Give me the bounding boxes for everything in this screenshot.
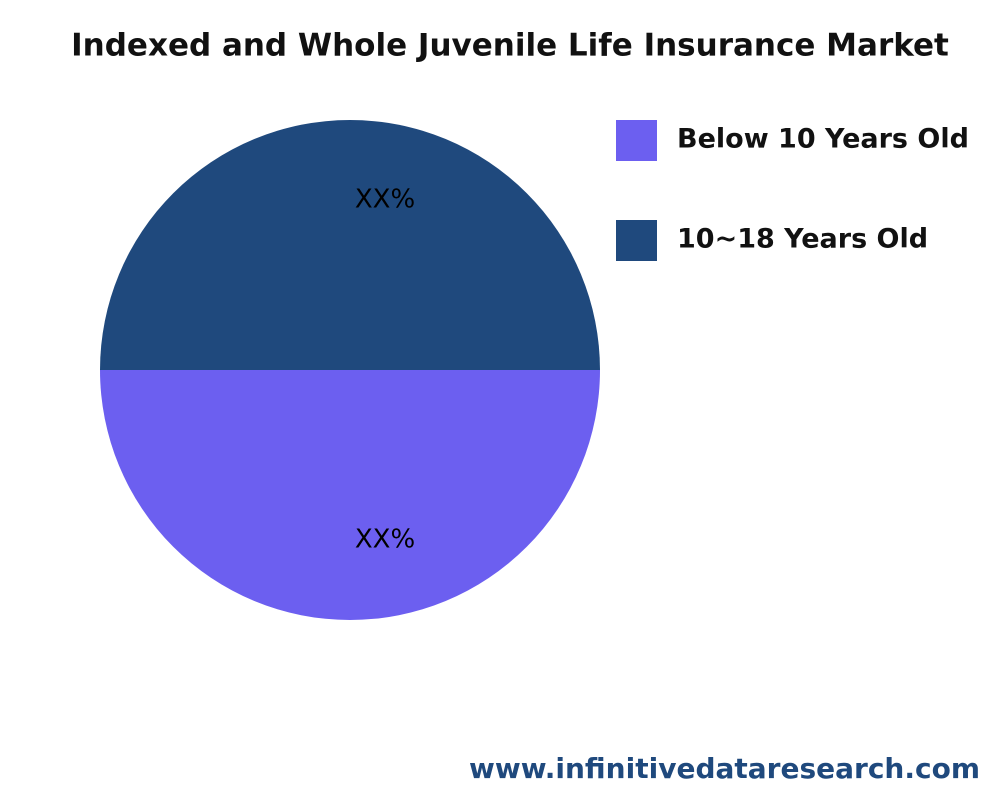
legend-label: 10~18 Years Old xyxy=(677,224,928,255)
legend-swatch xyxy=(616,120,657,161)
source-link[interactable]: www.infinitivedataresearch.com xyxy=(469,752,980,785)
pie-slice xyxy=(100,370,600,620)
legend-swatch xyxy=(616,220,657,261)
slice-label: XX% xyxy=(355,525,415,555)
slice-label: XX% xyxy=(355,185,415,215)
legend-label: Below 10 Years Old xyxy=(677,124,969,155)
pie-slice xyxy=(100,120,600,370)
chart-title: Indexed and Whole Juvenile Life Insuranc… xyxy=(71,28,949,64)
